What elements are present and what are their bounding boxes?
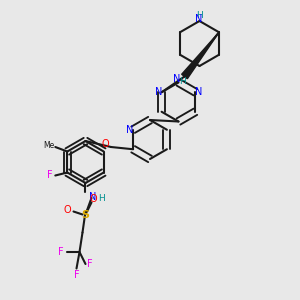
Text: N: N <box>155 87 162 97</box>
Text: Me: Me <box>43 141 54 150</box>
Text: N: N <box>195 14 202 25</box>
Text: H: H <box>196 11 203 20</box>
Text: H: H <box>180 77 186 86</box>
Polygon shape <box>182 32 219 79</box>
Text: N: N <box>173 74 181 85</box>
Text: N: N <box>89 191 97 202</box>
Text: S: S <box>82 209 89 220</box>
Text: N: N <box>195 87 202 97</box>
Text: O: O <box>63 205 71 215</box>
Text: F: F <box>58 247 64 257</box>
Text: F: F <box>74 269 79 280</box>
Text: F: F <box>46 170 52 181</box>
Text: H: H <box>99 194 105 203</box>
Text: F: F <box>87 259 93 269</box>
Text: N: N <box>126 125 133 135</box>
Text: O: O <box>102 139 110 149</box>
Text: O: O <box>89 194 97 204</box>
